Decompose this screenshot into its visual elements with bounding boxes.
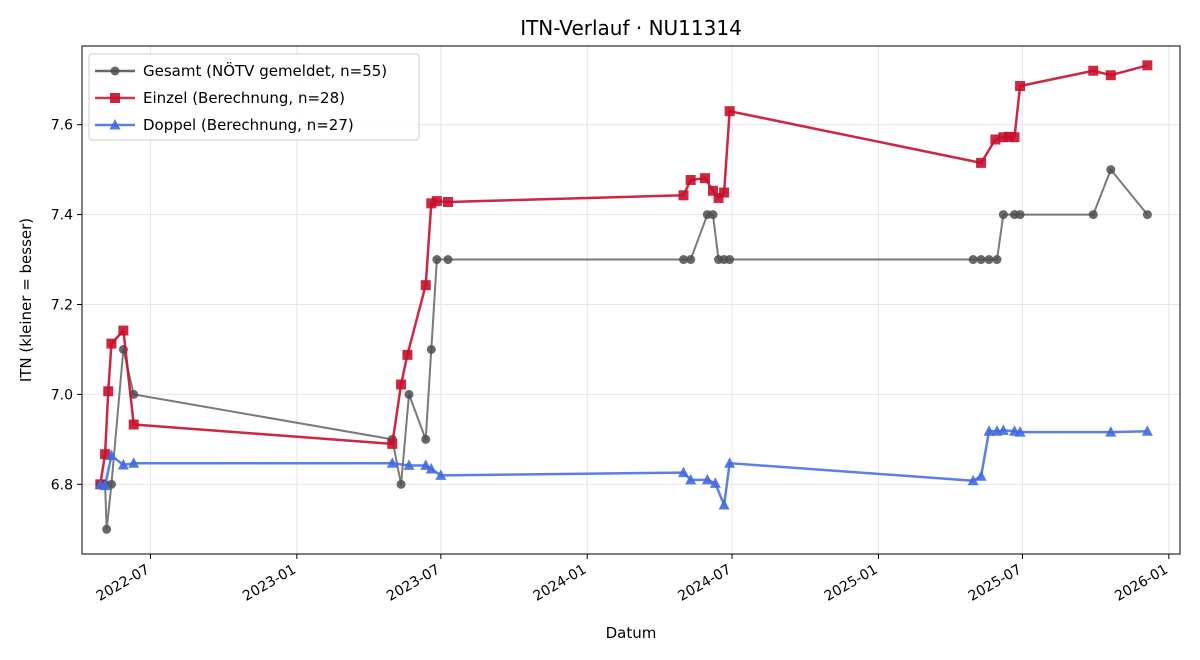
legend-item: Einzel (Berechnung, n=28) <box>95 89 345 107</box>
data-point <box>678 466 690 478</box>
data-point <box>443 255 453 265</box>
plot-frame <box>81 45 1181 555</box>
data-point <box>699 173 710 184</box>
data-point <box>998 132 1009 143</box>
data-point <box>983 425 995 436</box>
data-point <box>421 434 431 444</box>
data-point <box>713 192 724 203</box>
data-point <box>1015 210 1025 220</box>
data-point <box>387 438 398 449</box>
grid <box>82 46 1180 554</box>
data-point <box>708 210 718 220</box>
data-point <box>1088 210 1098 220</box>
data-point <box>968 255 978 265</box>
data-point <box>709 477 721 488</box>
data-point <box>719 187 730 198</box>
data-point <box>103 386 114 397</box>
data-point <box>117 458 129 470</box>
data-point <box>426 344 436 354</box>
data-point <box>404 389 414 399</box>
data-point <box>718 498 730 510</box>
y-tick-label: 7.0 <box>51 387 73 403</box>
y-tick-label: 7.2 <box>51 297 73 313</box>
legend-label: Einzel (Berechnung, n=28) <box>143 89 345 107</box>
data-point <box>724 106 735 117</box>
legend-marker <box>110 66 120 76</box>
data-point <box>998 210 1008 220</box>
data-point <box>990 134 1001 145</box>
data-point <box>686 255 696 265</box>
y-tick-label: 7.4 <box>51 208 73 224</box>
data-point <box>105 449 117 461</box>
data-point <box>431 196 442 207</box>
data-point <box>1014 426 1026 437</box>
data-point <box>725 255 735 265</box>
data-point <box>1009 132 1020 143</box>
x-axis-label: Datum <box>606 624 657 642</box>
data-point <box>106 338 117 349</box>
data-point <box>685 174 696 185</box>
data-point <box>976 255 986 265</box>
legend-marker <box>109 119 121 130</box>
series-3 <box>94 424 1153 510</box>
data-point <box>128 457 140 468</box>
data-point <box>403 459 415 470</box>
data-point <box>425 463 437 474</box>
data-point <box>707 185 718 196</box>
data-point <box>701 473 713 485</box>
legend: Gesamt (NÖTV gemeldet, n=55) Einzel (Bere… <box>88 53 420 141</box>
data-point <box>1141 425 1153 436</box>
data-point <box>685 473 697 485</box>
data-point <box>1106 165 1116 175</box>
data-point <box>426 198 437 209</box>
data-point <box>1105 426 1117 437</box>
data-point <box>102 524 112 534</box>
data-point <box>386 457 398 468</box>
data-point <box>396 479 406 489</box>
y-tick-label: 7.6 <box>51 118 73 134</box>
data-point <box>402 349 413 360</box>
data-point <box>967 474 979 486</box>
data-point <box>106 479 116 489</box>
legend-label: Gesamt (NÖTV gemeldet, n=55) <box>143 61 387 80</box>
data-point <box>997 424 1009 435</box>
chart-title: ITN-Verlauf · NU11314 <box>520 16 742 40</box>
legend-item: Doppel (Berechnung, n=27) <box>95 116 354 134</box>
y-tick-label: 6.8 <box>51 477 73 493</box>
data-point <box>1088 65 1099 76</box>
data-point <box>992 255 1002 265</box>
data-point <box>99 479 111 491</box>
data-point <box>420 459 432 470</box>
legend-label: Doppel (Berechnung, n=27) <box>143 116 354 134</box>
data-point <box>975 470 987 481</box>
data-point <box>435 469 447 480</box>
data-point <box>1142 210 1152 220</box>
data-point <box>1015 81 1026 92</box>
data-point <box>724 457 736 468</box>
data-point <box>976 157 987 168</box>
series-layer <box>94 60 1153 534</box>
legend-item: Gesamt (NÖTV gemeldet, n=55) <box>95 61 387 80</box>
data-point <box>1142 60 1153 71</box>
data-point <box>1105 70 1116 81</box>
data-point <box>128 419 139 430</box>
data-point <box>679 255 689 265</box>
data-point <box>118 325 129 336</box>
data-point <box>443 196 453 207</box>
data-point <box>432 255 442 265</box>
data-point <box>1003 131 1014 142</box>
data-point <box>984 255 994 265</box>
legend-marker <box>110 93 120 103</box>
data-point <box>100 449 111 460</box>
data-point <box>396 379 407 390</box>
data-point <box>678 190 689 201</box>
legend-box <box>88 53 420 141</box>
y-axis-label: ITN (kleiner = besser) <box>17 218 35 382</box>
data-point <box>420 280 431 291</box>
